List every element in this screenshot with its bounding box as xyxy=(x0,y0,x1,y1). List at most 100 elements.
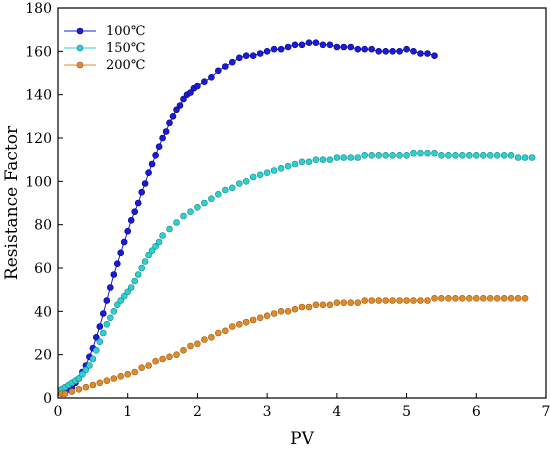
data-point xyxy=(417,149,424,157)
data-point xyxy=(417,297,424,304)
data-point xyxy=(120,238,128,246)
data-point xyxy=(410,47,417,55)
data-point xyxy=(68,388,76,395)
data-point xyxy=(222,186,229,194)
data-point xyxy=(445,152,452,159)
data-point xyxy=(396,297,403,304)
data-point xyxy=(521,294,529,302)
series-1 xyxy=(58,149,536,393)
data-point xyxy=(166,119,173,127)
data-point xyxy=(124,288,131,296)
data-point xyxy=(141,180,149,187)
series-line xyxy=(61,42,435,395)
data-point xyxy=(215,191,222,198)
data-point xyxy=(410,297,417,304)
data-point xyxy=(354,45,362,53)
data-point xyxy=(500,152,508,159)
data-point xyxy=(347,299,355,307)
data-point xyxy=(333,154,341,161)
data-point xyxy=(347,154,355,161)
legend-marker xyxy=(76,27,84,35)
data-point xyxy=(326,41,334,49)
data-point xyxy=(180,346,187,354)
data-point xyxy=(396,47,403,55)
data-point xyxy=(382,47,390,55)
data-point xyxy=(100,329,107,337)
data-point xyxy=(93,333,100,341)
data-point xyxy=(479,152,487,159)
data-point xyxy=(375,47,383,55)
x-tick-label: 5 xyxy=(402,404,411,420)
data-point xyxy=(159,134,166,142)
data-point xyxy=(173,219,180,226)
data-point xyxy=(326,301,334,309)
data-point xyxy=(326,156,334,163)
data-point xyxy=(100,310,107,317)
data-point xyxy=(410,149,417,157)
data-point xyxy=(312,301,320,309)
data-point xyxy=(528,154,536,161)
data-point xyxy=(493,152,501,159)
data-point xyxy=(270,45,278,53)
series-2 xyxy=(58,294,529,398)
data-point xyxy=(114,260,121,268)
data-point xyxy=(180,95,187,103)
data-point xyxy=(131,368,138,376)
data-point xyxy=(180,212,187,220)
data-point xyxy=(162,128,170,135)
data-point xyxy=(452,294,459,302)
data-point xyxy=(319,156,327,163)
data-point xyxy=(382,152,390,159)
series-0 xyxy=(58,39,438,398)
data-point xyxy=(431,149,438,157)
data-point xyxy=(431,52,438,60)
data-point xyxy=(305,303,313,311)
data-point xyxy=(236,54,243,62)
data-point xyxy=(208,74,215,81)
data-point xyxy=(201,199,208,207)
data-point xyxy=(117,297,124,304)
legend-item: 150℃ xyxy=(64,41,145,56)
data-point xyxy=(215,329,222,337)
y-tick-label: 160 xyxy=(25,44,52,60)
data-point xyxy=(166,225,173,233)
data-point xyxy=(148,247,156,254)
data-point xyxy=(333,299,341,307)
data-point xyxy=(277,45,285,53)
data-point xyxy=(284,43,292,51)
data-point xyxy=(424,149,431,157)
data-point xyxy=(312,156,320,163)
data-point xyxy=(93,346,100,354)
data-point xyxy=(263,169,271,176)
data-point xyxy=(173,106,180,114)
data-point xyxy=(96,338,104,346)
data-point xyxy=(242,178,250,185)
data-point xyxy=(187,342,194,350)
data-point xyxy=(375,152,383,159)
data-point xyxy=(114,301,121,309)
data-point xyxy=(312,39,320,47)
data-point xyxy=(396,152,403,159)
data-point xyxy=(291,305,299,313)
data-point xyxy=(103,297,111,304)
legend-label: 100℃ xyxy=(106,24,145,39)
data-point xyxy=(291,41,299,49)
data-point xyxy=(141,258,149,265)
data-point xyxy=(103,320,111,328)
data-point xyxy=(507,152,515,159)
legend: 100℃ 150℃ 200℃ xyxy=(64,24,145,73)
data-point xyxy=(368,297,376,304)
data-point xyxy=(131,208,138,215)
data-point xyxy=(249,52,257,60)
data-point xyxy=(354,154,362,161)
data-point xyxy=(298,303,306,311)
x-tick-label: 6 xyxy=(472,404,481,420)
data-point xyxy=(138,188,145,196)
data-point xyxy=(500,294,508,302)
data-point xyxy=(521,154,529,161)
data-point xyxy=(354,299,362,307)
y-tick-label: 120 xyxy=(25,131,52,147)
data-point xyxy=(215,67,222,75)
data-point xyxy=(229,58,236,66)
